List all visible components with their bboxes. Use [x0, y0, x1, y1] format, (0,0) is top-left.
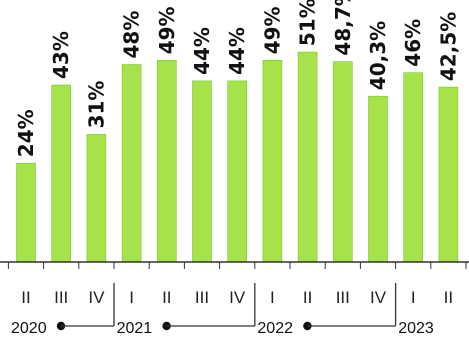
bar — [51, 84, 72, 263]
quarter-label: III — [195, 288, 209, 307]
value-label: 42,5% — [436, 12, 460, 81]
year-markers-group: 2020 2021 2022 2023 — [11, 283, 434, 337]
bar — [297, 51, 318, 263]
value-label: 49% — [260, 6, 284, 54]
value-labels-group: 24% 43% 31% 48% 49% 44% 44% 49% 51% 48,7% 40,3% 46%… — [14, 0, 460, 157]
bar — [262, 59, 283, 263]
value-label: 48,7% — [331, 0, 355, 56]
year-label: 2021 — [117, 320, 153, 337]
value-label: 51% — [296, 0, 320, 46]
quarter-label: II — [21, 288, 30, 307]
bar — [16, 162, 36, 263]
value-label: 44% — [190, 27, 214, 75]
bar — [227, 80, 247, 263]
bar — [438, 86, 459, 263]
quarter-labels-group: II III IV I II III IV I II III IV I II — [21, 288, 453, 307]
value-label: 46% — [401, 19, 425, 67]
bar — [157, 59, 177, 263]
x-axis-ticks — [7, 262, 467, 269]
year-label: 2022 — [257, 320, 293, 337]
value-label: 24% — [14, 109, 38, 157]
value-label: 48% — [120, 11, 144, 59]
bar — [368, 95, 388, 263]
bars-group — [16, 51, 459, 263]
quarter-label: I — [411, 288, 416, 307]
quarter-label: II — [303, 288, 312, 307]
year-dot — [303, 321, 312, 331]
quarter-label: III — [54, 288, 68, 307]
value-label: 49% — [155, 6, 179, 54]
value-label: 43% — [49, 31, 73, 79]
value-label: 44% — [225, 27, 249, 75]
bar — [86, 134, 107, 263]
bar — [192, 80, 212, 263]
quarter-label: II — [162, 288, 171, 307]
bar — [403, 72, 424, 263]
quarter-label: IV — [88, 288, 105, 307]
quarter-label: IV — [370, 288, 387, 307]
bar — [121, 64, 142, 263]
quarter-label: I — [129, 288, 134, 307]
quarter-label: I — [270, 288, 275, 307]
value-label: 31% — [84, 81, 108, 129]
quarter-label: II — [444, 288, 453, 307]
bar — [332, 61, 353, 263]
year-label: 2020 — [11, 320, 47, 337]
value-label: 40,3% — [366, 21, 390, 90]
quarter-label: IV — [229, 288, 246, 307]
year-label: 2023 — [398, 320, 434, 337]
quarter-label: III — [336, 288, 350, 307]
